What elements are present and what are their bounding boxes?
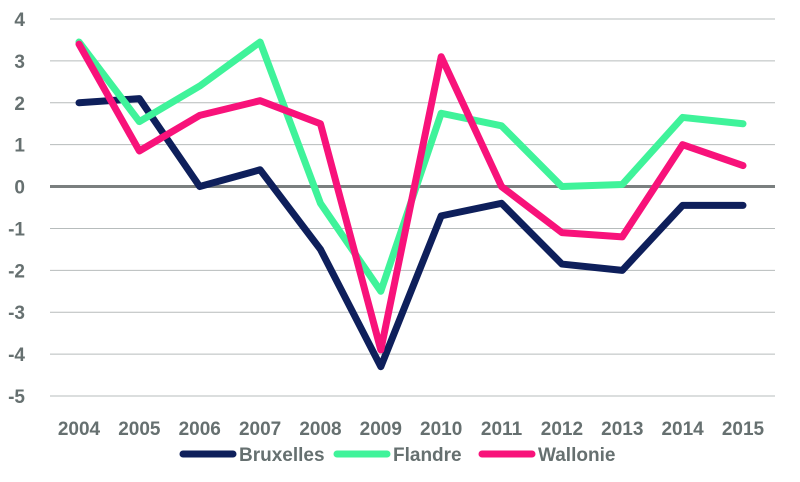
x-tick-label: 2011 — [481, 419, 523, 440]
legend: Bruxelles Flandre Wallonie — [179, 445, 615, 466]
x-tick-label: 2014 — [661, 419, 704, 440]
x-tick-label: 2006 — [179, 419, 221, 440]
legend-label-wallonie: Wallonie — [538, 445, 615, 466]
legend-label-bruxelles: Bruxelles — [239, 445, 325, 466]
y-tick-label: 3 — [14, 52, 25, 73]
series-line-bruxelles — [75, 95, 747, 371]
y-tick-label: 1 — [14, 136, 25, 157]
x-axis-ticks: 2004 2005 2006 2007 2008 2009 2010 2011 2012 2013… — [58, 419, 765, 440]
x-tick-label: 2010 — [420, 419, 462, 440]
x-tick-label: 2008 — [299, 419, 341, 440]
x-tick-label: 2004 — [58, 419, 101, 440]
series-line-wallonie — [75, 40, 747, 354]
x-tick-label: 2009 — [360, 419, 402, 440]
y-tick-label: -1 — [8, 219, 25, 240]
series-line-flandre — [75, 38, 747, 295]
y-tick-label: -4 — [8, 345, 25, 366]
x-tick-label: 2013 — [601, 419, 643, 440]
y-axis-ticks: 4 3 2 1 0 -1 -2 -3 -4 -5 — [8, 10, 25, 408]
x-tick-label: 2007 — [239, 419, 281, 440]
y-tick-label: -5 — [8, 387, 25, 408]
x-tick-label: 2012 — [541, 419, 583, 440]
legend-label-flandre: Flandre — [393, 445, 462, 466]
series-lines — [75, 38, 747, 371]
y-tick-label: 4 — [14, 10, 25, 31]
y-tick-label: 0 — [14, 178, 25, 199]
y-tick-label: -3 — [8, 303, 25, 324]
y-tick-label: 2 — [14, 94, 25, 115]
x-tick-label: 2015 — [722, 419, 765, 440]
y-tick-label: -2 — [8, 261, 25, 282]
x-tick-label: 2005 — [118, 419, 161, 440]
